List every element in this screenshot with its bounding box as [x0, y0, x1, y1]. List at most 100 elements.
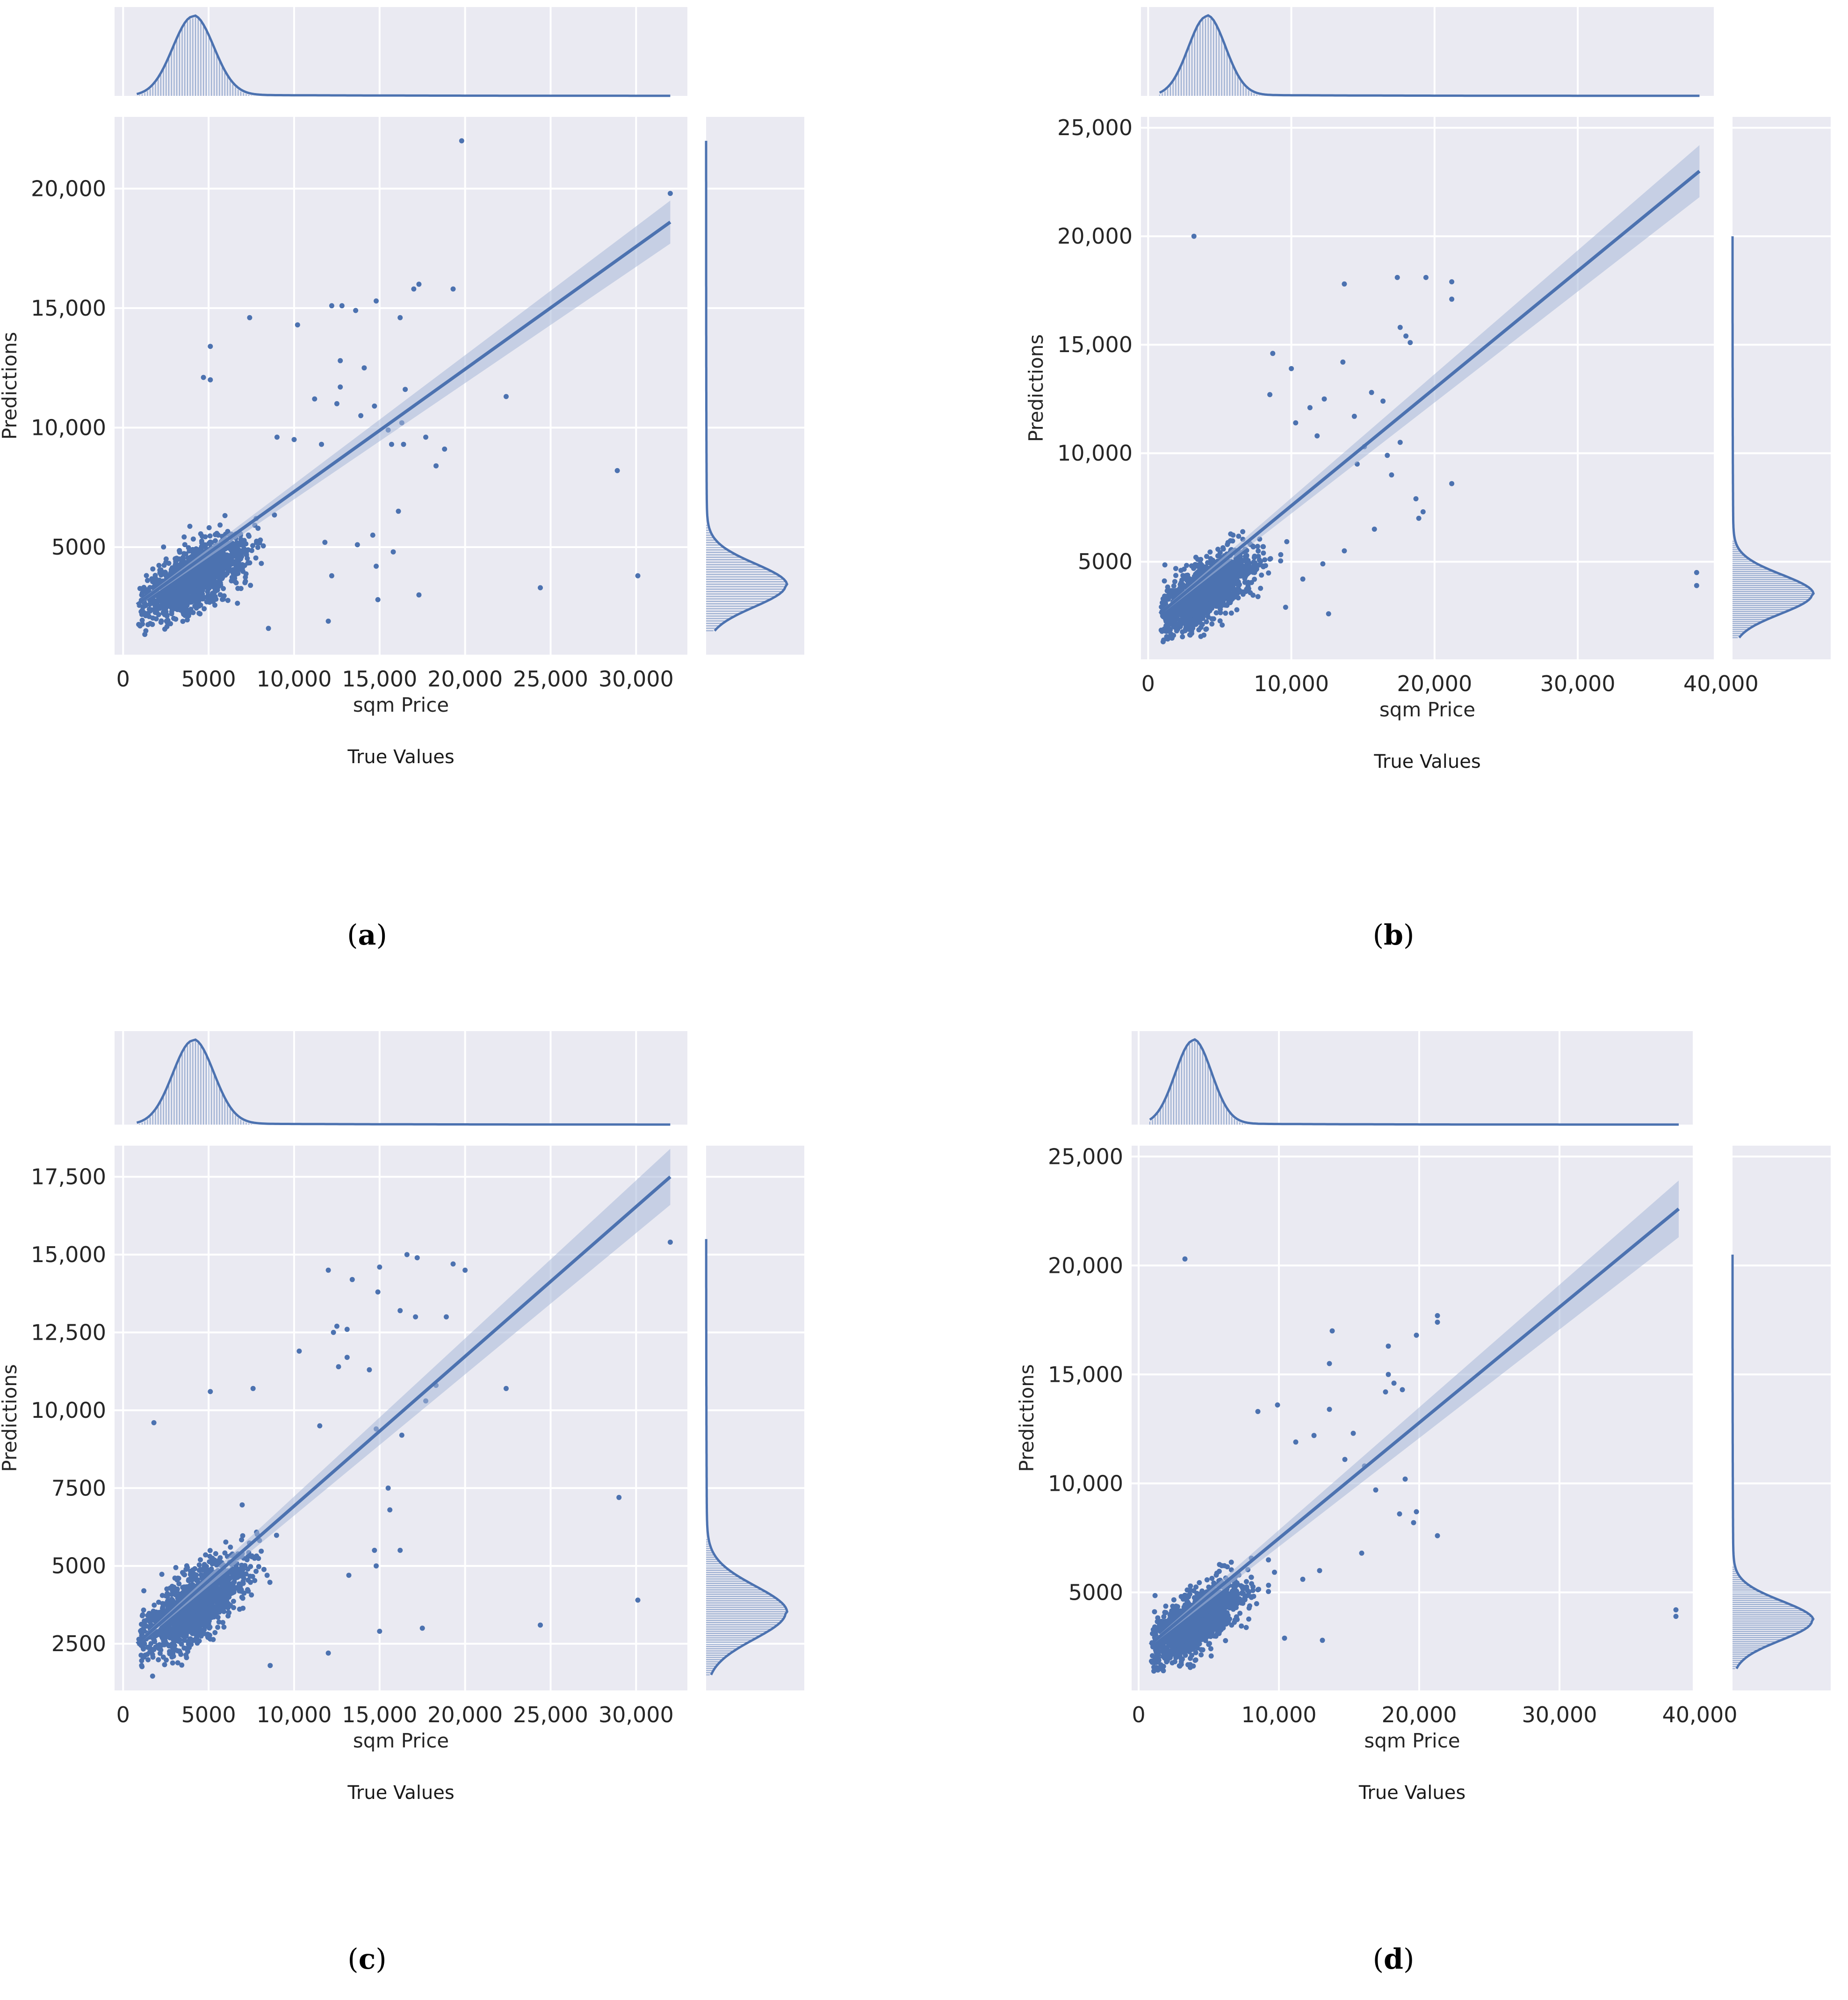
scatter-point: [1222, 578, 1227, 583]
scatter-point: [209, 540, 214, 545]
scatter-point: [205, 592, 211, 598]
scatter-point: [199, 574, 205, 579]
scatter-point: [1223, 610, 1228, 616]
top-histogram: [136, 1041, 255, 1125]
scatter-point: [182, 1572, 188, 1578]
scatter-point: [361, 365, 367, 371]
scatter-point: [390, 549, 396, 555]
scatter-point: [179, 1641, 184, 1647]
scatter-point: [1251, 555, 1257, 560]
caption-letter: b: [1384, 919, 1403, 952]
scatter-point: [210, 591, 216, 596]
x-tick-label: 20,000: [1397, 671, 1472, 696]
scatter-point: [1198, 598, 1203, 603]
y-tick-label: 15,000: [31, 1242, 106, 1267]
scatter-point: [190, 1626, 196, 1632]
scatter-point: [185, 587, 190, 592]
scatter-point: [180, 619, 186, 624]
scatter-point: [1220, 545, 1226, 550]
scatter-point: [197, 611, 203, 617]
scatter-point: [1342, 281, 1347, 287]
scatter-point: [151, 1609, 156, 1614]
scatter-point: [177, 1648, 182, 1654]
scatter-point: [1232, 594, 1237, 600]
scatter-point: [159, 570, 165, 575]
scatter-point: [209, 583, 215, 588]
x-tick-label: 0: [116, 1702, 130, 1727]
scatter-point: [206, 583, 211, 588]
scatter-point: [1177, 624, 1183, 629]
scatter-point: [195, 1596, 200, 1601]
scatter-point: [164, 1602, 169, 1607]
y-tick-label: 5000: [51, 534, 106, 560]
scatter-point: [153, 576, 159, 581]
scatter-point: [261, 1567, 267, 1572]
scatter-point: [1255, 544, 1260, 549]
scatter-point: [372, 403, 377, 409]
scatter-point: [186, 1584, 191, 1589]
scatter-point: [182, 542, 188, 548]
scatter-point: [196, 579, 202, 585]
scatter-point: [396, 508, 401, 514]
scatter-point: [162, 1662, 167, 1668]
scatter-point: [196, 1562, 202, 1568]
scatter-point: [209, 556, 215, 562]
scatter-point: [196, 568, 202, 574]
scatter-point: [180, 1625, 186, 1630]
scatter-point: [1307, 405, 1313, 411]
scatter-point: [222, 1550, 228, 1556]
scatter-point: [228, 1545, 233, 1550]
scatter-point: [1206, 607, 1212, 613]
scatter-point: [185, 617, 190, 623]
scatter-point: [450, 1261, 456, 1267]
scatter-point: [194, 1606, 199, 1612]
scatter-point: [232, 1586, 238, 1592]
y-tick-label: 15,000: [1057, 332, 1133, 357]
scatter-point: [1224, 603, 1230, 608]
scatter-point: [209, 597, 214, 602]
scatter-point: [152, 1603, 157, 1608]
x-tick-label: 30,000: [1540, 671, 1616, 696]
scatter-point: [1186, 603, 1192, 608]
scatter-point: [163, 573, 169, 578]
right-histogram: [1732, 541, 1812, 638]
scatter-point: [403, 387, 408, 392]
scatter-point: [266, 626, 271, 631]
caption-paren-open: (: [1373, 1943, 1384, 1976]
scatter-point: [156, 563, 162, 568]
scatter-point: [370, 532, 375, 538]
scatter-point: [231, 570, 236, 576]
scatter-point: [1207, 594, 1213, 600]
subplot-b: 0 10,000 20,000 30,000 40,000500010,00015,00…: [1025, 7, 1831, 952]
scatter-point: [187, 524, 193, 529]
scatter-point: [1187, 632, 1193, 638]
scatter-point: [237, 555, 242, 561]
scatter-point: [1198, 634, 1204, 639]
scatter-point: [164, 618, 169, 624]
scatter-point: [208, 1389, 213, 1394]
scatter-point: [252, 1578, 258, 1583]
scatter-point: [1166, 627, 1171, 632]
scatter-point: [249, 548, 254, 553]
scatter-point: [459, 138, 464, 144]
scatter-point: [157, 1642, 162, 1647]
scatter-point: [1192, 616, 1198, 621]
scatter-point: [198, 1567, 203, 1572]
scatter-point: [159, 1593, 165, 1598]
scatter-point: [374, 1563, 379, 1569]
scatter-point: [188, 554, 194, 560]
scatter-point: [180, 1585, 186, 1590]
scatter-point: [1165, 596, 1170, 602]
scatter-point: [1177, 600, 1183, 606]
scatter-point: [1228, 569, 1234, 575]
scatter-point: [1228, 578, 1234, 584]
scatter-point: [1198, 608, 1204, 614]
right-marginal-area: [706, 1146, 804, 1690]
scatter-point: [317, 1423, 323, 1429]
scatter-point: [235, 600, 240, 606]
y-tick-label: 10,000: [1048, 1471, 1123, 1496]
scatter-point: [259, 561, 264, 566]
scatter-point: [240, 1581, 246, 1586]
scatter-point: [1261, 550, 1266, 556]
